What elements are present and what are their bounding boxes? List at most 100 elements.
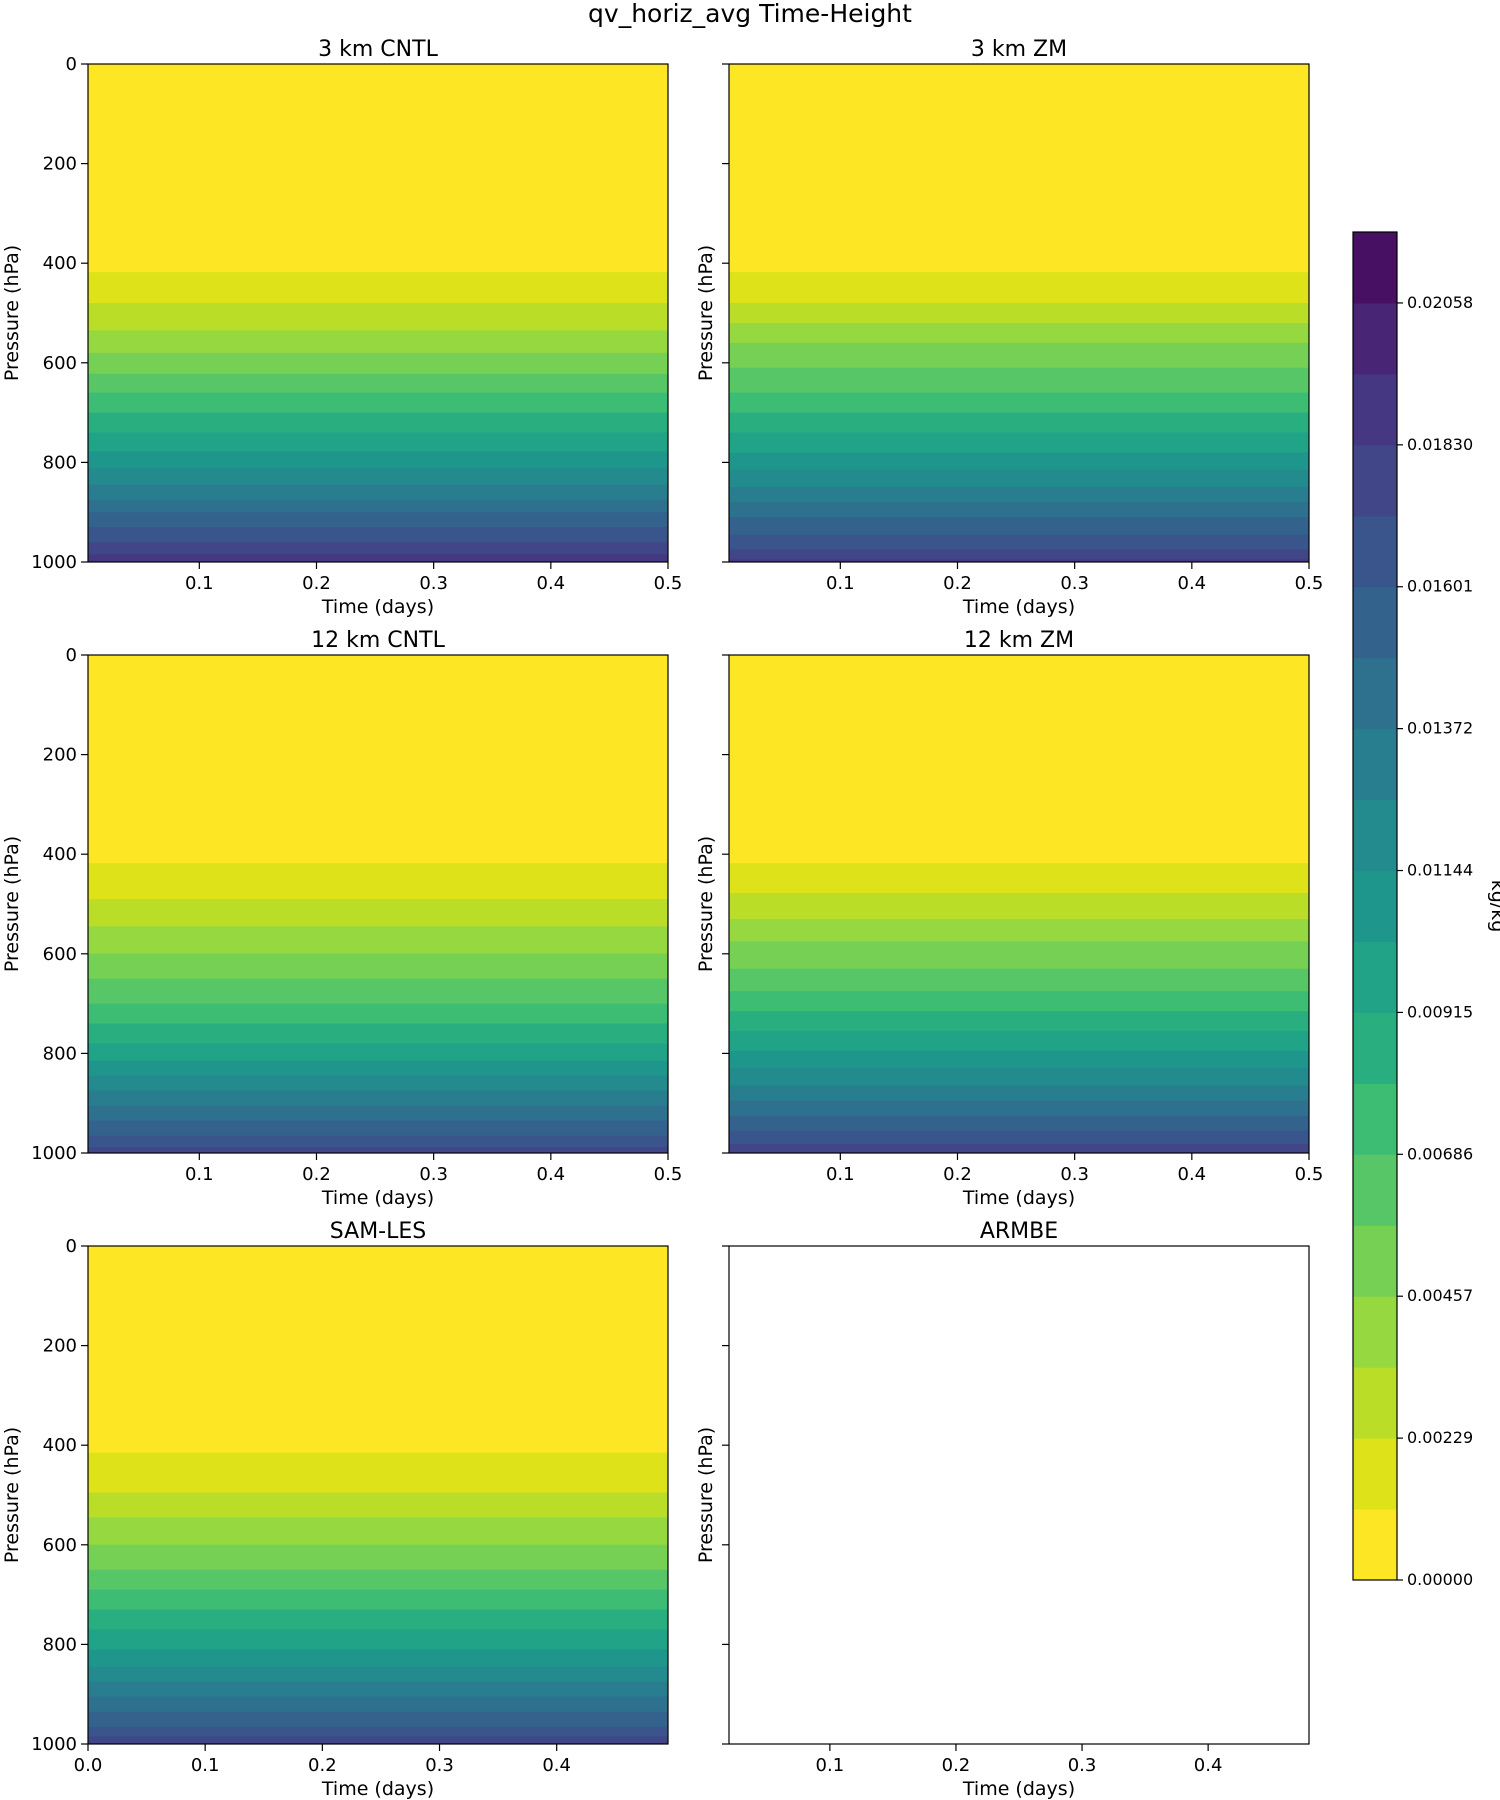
panel-title: 12 km CNTL [311,628,445,653]
y-axis-label: Pressure (hPa) [1,245,23,381]
colorbar-tick-label: 0.00686 [1407,1144,1473,1163]
panel-3: 12 km CNTL 0.1 0.2 0.3 0.4 0.5 0 200 400 600 800 10… [1,628,682,1209]
x-tick-label: 0.3 [419,1164,448,1185]
x-tick-label: 0.5 [1295,573,1324,594]
y-tick-label: 200 [43,154,77,175]
colorbar-segment [1353,1296,1397,1368]
x-tick-label: 0.3 [1068,1755,1097,1776]
figure-title: qv_horiz_avg Time-Height [588,0,912,28]
colorbar-segment [1353,1154,1397,1226]
x-axis-label: Time (days) [321,1187,434,1209]
y-tick-label: 0 [66,54,77,75]
axes-frame [728,654,1310,1154]
y-tick-label: 400 [43,844,77,865]
colorbar-segment [1353,1012,1397,1084]
axes-frame [87,654,669,1154]
x-axis-label: Time (days) [321,596,434,618]
panel-5: SAM-LES 0.0 0.1 0.2 0.3 0.4 0 200 400 600 800 1000 T… [1,1219,669,1800]
colorbar-frame [1352,231,1398,1581]
colorbar-tick-label: 0.01601 [1407,577,1473,596]
colorbar-segment [1353,373,1397,446]
y-tick-label: 200 [43,1336,77,1357]
x-tick-label: 0.3 [1060,1164,1089,1185]
colorbar-tick-label: 0.00457 [1407,1286,1473,1305]
colorbar-segment [1353,1367,1397,1439]
colorbar-segment [1353,232,1397,304]
panel-2: 3 km ZM 0.1 0.2 0.3 0.4 0.5 Time (days) Pressur… [695,37,1323,618]
colorbar-tick-label: 0.00229 [1407,1428,1473,1447]
x-tick-label: 0.2 [302,1164,331,1185]
x-tick-label: 0.4 [537,1164,566,1185]
x-tick-label: 0.3 [419,573,448,594]
x-tick-label: 0.5 [654,1164,683,1185]
colorbar-segment [1353,444,1397,517]
colorbar-tick-label: 0.01372 [1407,719,1473,738]
x-tick-label: 0.2 [308,1755,337,1776]
x-tick-label: 0.5 [654,573,683,594]
colorbar-segment [1353,515,1397,588]
x-tick-label: 0.2 [943,1164,972,1185]
x-tick-label: 0.1 [826,573,855,594]
contour-band [729,1144,1309,1153]
contour-band [729,549,1309,562]
axes-frame [728,63,1310,563]
y-axis-label: Pressure (hPa) [1,1427,23,1563]
x-axis-label: Time (days) [962,1187,1075,1209]
empty-plot-area [729,1246,1309,1744]
x-tick-label: 0.2 [302,573,331,594]
colorbar-tick-label: 0.00915 [1407,1002,1473,1021]
y-tick-label: 1000 [31,552,77,573]
y-axis-label: Pressure (hPa) [695,245,717,381]
colorbar-tick-label: 0.00000 [1407,1570,1473,1589]
panel-4: 12 km ZM 0.1 0.2 0.3 0.4 0.5 Time (days) Pressu… [695,628,1323,1209]
panel-title: 12 km ZM [964,628,1074,653]
x-tick-label: 0.5 [1295,1164,1324,1185]
x-axis-label: Time (days) [962,1778,1075,1800]
x-tick-label: 0.4 [537,573,566,594]
colorbar-segment [1353,657,1397,730]
x-tick-label: 0.2 [943,573,972,594]
x-tick-label: 0.1 [826,1164,855,1185]
contour-band [88,1736,668,1744]
x-tick-label: 0.1 [816,1755,845,1776]
x-tick-label: 0.4 [1194,1755,1223,1776]
panel-6: ARMBE 0.1 0.2 0.3 0.4 Time (days) Pressure (hP… [695,1219,1310,1800]
colorbar-segment [1353,870,1397,942]
panel-title: 3 km ZM [971,37,1067,62]
x-tick-label: 0.4 [1178,1164,1207,1185]
y-tick-label: 400 [43,1435,77,1456]
y-tick-label: 0 [66,1236,77,1257]
x-tick-label: 0.3 [1060,573,1089,594]
x-tick-label: 0.1 [185,573,214,594]
colorbar: 0.00000 0.00229 0.00457 0.00686 0.00915 0.011… [1352,231,1500,1589]
colorbar-tick-label: 0.01144 [1407,861,1473,880]
contour-band [88,554,668,562]
colorbar-segment [1353,728,1397,801]
y-axis-label: Pressure (hPa) [695,1427,717,1563]
y-tick-label: 600 [43,353,77,374]
axes-frame [728,1245,1310,1745]
x-tick-label: 0.4 [1178,573,1207,594]
x-tick-label: 0.0 [74,1755,103,1776]
colorbar-tick-label: 0.01830 [1407,435,1473,454]
y-tick-label: 600 [43,1535,77,1556]
panel-title: 3 km CNTL [318,37,438,62]
y-tick-label: 200 [43,745,77,766]
colorbar-segment [1353,302,1397,375]
x-tick-label: 0.1 [191,1755,220,1776]
y-tick-label: 1000 [31,1143,77,1164]
y-axis-label: Pressure (hPa) [695,836,717,972]
colorbar-segment [1353,1083,1397,1155]
axes-frame [87,1245,669,1745]
panels: 3 km CNTL 0.1 0.2 0.3 0.4 0.5 0 200 400 600 800 100… [1,37,1323,1800]
colorbar-segment [1353,1225,1397,1297]
contour-band [729,559,1309,562]
y-tick-label: 0 [66,645,77,666]
y-tick-label: 600 [43,944,77,965]
y-tick-label: 800 [43,1043,77,1064]
axes-frame [87,63,669,563]
panel-1: 3 km CNTL 0.1 0.2 0.3 0.4 0.5 0 200 400 600 800 100… [1,37,682,618]
panel-title: ARMBE [980,1219,1058,1244]
contour-band [88,1147,668,1153]
